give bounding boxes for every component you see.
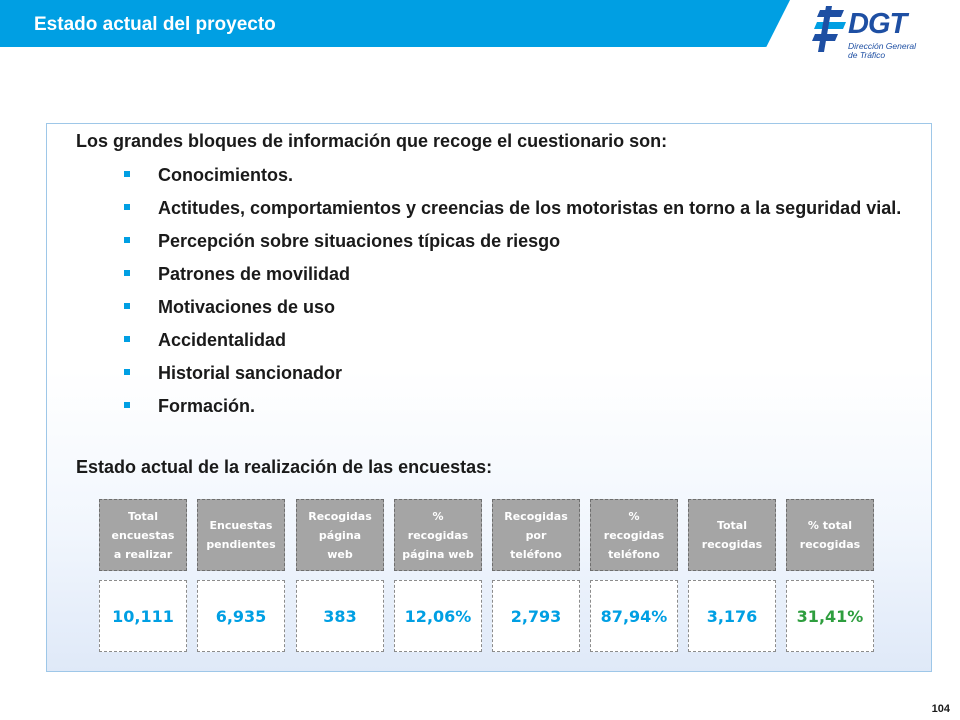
slide-title: Estado actual del proyecto xyxy=(34,14,276,35)
list-item-text: Historial sancionador xyxy=(158,363,343,383)
list-item-text: Accidentalidad xyxy=(158,330,287,350)
stat-value: 6,935 xyxy=(197,580,285,652)
list-item: Formación. xyxy=(124,395,904,418)
list-item-text: Percepción sobre situaciones típicas de … xyxy=(158,231,561,251)
bullet-square-icon xyxy=(124,204,130,210)
stat-label: Encuestas pendientes xyxy=(197,499,285,571)
list-item: Percepción sobre situaciones típicas de … xyxy=(124,230,904,253)
list-item-text: Motivaciones de uso xyxy=(158,297,336,317)
survey-status-heading: Estado actual de la realización de las e… xyxy=(76,457,493,477)
bullet-square-icon xyxy=(124,237,130,243)
stat-value: 12,06% xyxy=(394,580,482,652)
list-item: Motivaciones de uso xyxy=(124,296,904,319)
logo-subtitle: Dirección General de Tráfico xyxy=(848,42,916,60)
stat-value: 3,176 xyxy=(688,580,776,652)
stat-value: 87,94% xyxy=(590,580,678,652)
dgt-logo: DGT Dirección General de Tráfico xyxy=(812,6,932,68)
bullet-square-icon xyxy=(124,336,130,342)
stat-value: 2,793 xyxy=(492,580,580,652)
stat-label: Recogidas página web xyxy=(296,499,384,571)
stat-value: 383 xyxy=(296,580,384,652)
dgt-emblem-icon xyxy=(812,6,846,52)
stat-label: Recogidas por teléfono xyxy=(492,499,580,571)
list-item: Conocimientos. xyxy=(124,164,904,187)
stat-value: 31,41% xyxy=(786,580,874,652)
list-item-text: Formación. xyxy=(158,396,256,416)
stat-label: Total encuestas a realizar xyxy=(99,499,187,571)
logo-wordmark: DGT xyxy=(848,8,907,40)
info-blocks-list: Conocimientos. Actitudes, comportamiento… xyxy=(124,164,904,418)
intro-text: Los grandes bloques de información que r… xyxy=(76,131,668,151)
bullet-square-icon xyxy=(124,369,130,375)
list-item-text: Actitudes, comportamientos y creencias d… xyxy=(158,198,902,218)
bullet-square-icon xyxy=(124,171,130,177)
stat-label: Total recogidas xyxy=(688,499,776,571)
bullet-square-icon xyxy=(124,402,130,408)
list-item: Historial sancionador xyxy=(124,362,904,385)
logo-subtitle-line: Dirección General xyxy=(848,41,917,51)
logo-subtitle-line: de Tráfico xyxy=(848,50,886,60)
bullet-square-icon xyxy=(124,303,130,309)
page-number: 104 xyxy=(931,703,950,715)
stat-label: % recogidas teléfono xyxy=(590,499,678,571)
list-item: Patrones de movilidad xyxy=(124,263,904,286)
list-item: Accidentalidad xyxy=(124,329,904,352)
stat-value: 10,111 xyxy=(99,580,187,652)
stat-label: % total recogidas xyxy=(786,499,874,571)
list-item-text: Conocimientos. xyxy=(158,165,294,185)
bullet-square-icon xyxy=(124,270,130,276)
list-item: Actitudes, comportamientos y creencias d… xyxy=(124,197,904,220)
title-banner xyxy=(0,0,790,47)
stat-label: % recogidas página web xyxy=(394,499,482,571)
content-panel xyxy=(46,123,932,672)
list-item-text: Patrones de movilidad xyxy=(158,264,351,284)
